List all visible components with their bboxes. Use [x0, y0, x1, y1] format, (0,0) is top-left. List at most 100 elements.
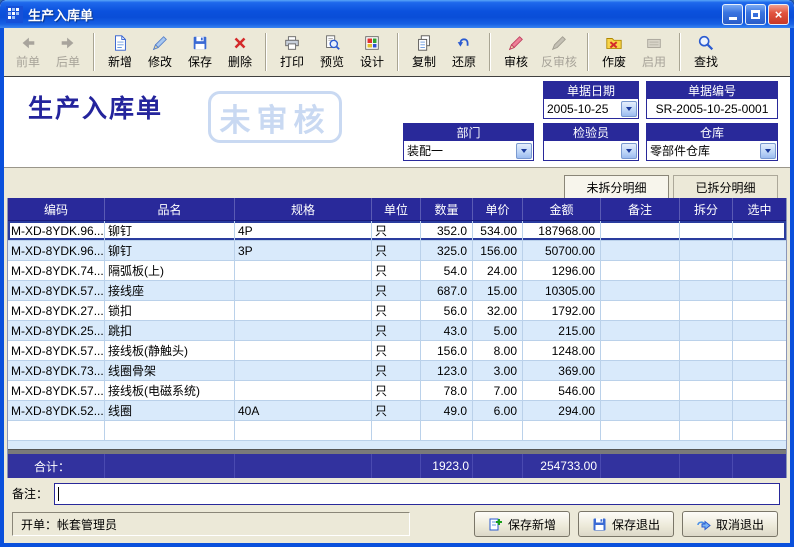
table-cell — [473, 421, 523, 440]
table-cell: 只 — [372, 321, 421, 340]
table-cell: 687.0 — [421, 281, 473, 300]
table-row[interactable]: M-XD-8YDK.74... 隔弧板(上) 只 54.0 24.00 1296.00 — [8, 261, 786, 281]
column-header-split[interactable]: 拆分 — [680, 198, 733, 220]
column-header-spec[interactable]: 规格 — [235, 198, 372, 220]
floppy-icon — [593, 518, 606, 530]
department-select[interactable]: 装配一 — [403, 141, 534, 161]
data-grid: 编码 品名 规格 单位 数量 单价 金额 备注 拆分 选中 M-XD-8YDK.… — [7, 198, 787, 478]
table-cell — [733, 341, 786, 360]
void-button[interactable]: 作废 — [594, 31, 634, 73]
save-exit-button[interactable]: 保存退出 — [578, 511, 674, 537]
table-row[interactable]: M-XD-8YDK.27... 锁扣 只 56.0 32.00 1792.00 — [8, 301, 786, 321]
doc-no-input[interactable]: SR-2005-10-25-0001 — [646, 99, 778, 119]
table-row[interactable]: M-XD-8YDK.96... 铆钉 3P 只 325.0 156.00 50700.00 — [8, 241, 786, 261]
close-icon: × — [774, 6, 783, 22]
field-date-label: 单据日期 — [543, 81, 639, 99]
delete-x-icon — [234, 37, 246, 49]
table-cell: 56.0 — [421, 301, 473, 320]
void-folder-icon — [606, 38, 622, 49]
tab-split-details[interactable]: 已拆分明细 — [673, 175, 778, 198]
table-cell — [601, 361, 680, 380]
date-select[interactable]: 2005-10-25 — [543, 99, 639, 119]
toolbar-separator — [587, 33, 590, 71]
total-cell — [733, 454, 786, 478]
column-header-note[interactable]: 备注 — [601, 198, 680, 220]
total-cell — [235, 454, 372, 478]
table-row[interactable]: M-XD-8YDK.25... 跳扣 只 43.0 5.00 215.00 — [8, 321, 786, 341]
delete-button[interactable]: 删除 — [220, 31, 260, 73]
table-row[interactable]: M-XD-8YDK.57... 接线板(静触头) 只 156.0 8.00 1248.00 — [8, 341, 786, 361]
save-button[interactable]: 保存 — [180, 31, 220, 73]
audit-button[interactable]: 审核 — [496, 31, 536, 73]
button-label: 取消退出 — [715, 517, 764, 532]
table-cell: M-XD-8YDK.27... — [8, 301, 105, 320]
chevron-down-icon[interactable] — [621, 100, 637, 117]
table-cell: 只 — [372, 261, 421, 280]
table-row[interactable]: M-XD-8YDK.57... 接线座 只 687.0 15.00 10305.00 — [8, 281, 786, 301]
field-date: 单据日期 2005-10-25 — [543, 81, 639, 119]
print-button[interactable]: 打印 — [272, 31, 312, 73]
inspector-select[interactable] — [543, 141, 639, 161]
toolbar-label: 启用 — [642, 55, 667, 69]
table-row-empty[interactable] — [8, 421, 786, 441]
creator-panel: 开单：帐套管理员 — [12, 512, 410, 536]
chevron-down-icon[interactable] — [516, 142, 532, 159]
toolbar-label: 查找 — [694, 55, 719, 69]
pencil-icon — [152, 36, 167, 51]
table-cell: 5.00 — [473, 321, 523, 340]
unaudit-button: 反审核 — [536, 31, 582, 73]
revert-button[interactable]: 还原 — [444, 31, 484, 73]
table-row[interactable]: M-XD-8YDK.52... 线圈 40A 只 49.0 6.00 294.00 — [8, 401, 786, 421]
field-inspector-label: 检验员 — [543, 123, 639, 141]
table-cell: 8.00 — [473, 341, 523, 360]
close-button[interactable]: × — [768, 3, 789, 25]
table-cell: 43.0 — [421, 321, 473, 340]
design-button[interactable]: 设计 — [352, 31, 392, 73]
table-row[interactable]: M-XD-8YDK.96... 铆钉 4P 只 352.0 534.00 187968.00 — [8, 221, 786, 241]
warehouse-select[interactable]: 零部件仓库 — [646, 141, 778, 161]
toolbar-label: 审核 — [503, 55, 528, 69]
table-cell: M-XD-8YDK.96... — [8, 241, 105, 260]
table-cell: 跳扣 — [105, 321, 235, 340]
table-row[interactable]: M-XD-8YDK.57... 接线板(电磁系统) 只 78.0 7.00 546.00 — [8, 381, 786, 401]
table-cell — [680, 261, 733, 280]
column-header-code[interactable]: 编码 — [8, 198, 105, 220]
column-header-unit[interactable]: 单位 — [372, 198, 421, 220]
table-cell: 78.0 — [421, 381, 473, 400]
table-cell: 1296.00 — [523, 261, 601, 280]
table-row[interactable]: M-XD-8YDK.73... 线圈骨架 只 123.0 3.00 369.00 — [8, 361, 786, 381]
total-qty: 1923.0 — [421, 454, 473, 478]
undo-arrow-icon — [457, 38, 469, 47]
table-cell: 只 — [372, 221, 421, 240]
table-cell — [601, 341, 680, 360]
edit-button[interactable]: 修改 — [140, 31, 180, 73]
tab-unsplit-details[interactable]: 未拆分明细 — [564, 175, 669, 198]
table-cell: 215.00 — [523, 321, 601, 340]
table-cell — [421, 421, 473, 440]
column-header-qty[interactable]: 数量 — [421, 198, 473, 220]
find-button[interactable]: 查找 — [686, 31, 726, 73]
remark-input[interactable] — [54, 482, 780, 505]
chevron-down-icon[interactable] — [760, 142, 776, 159]
text-caret — [58, 486, 60, 501]
chevron-down-icon[interactable] — [621, 142, 637, 159]
table-cell — [235, 341, 372, 360]
column-header-price[interactable]: 单价 — [473, 198, 523, 220]
column-header-amount[interactable]: 金额 — [523, 198, 601, 220]
cancel-exit-button[interactable]: 取消退出 — [682, 511, 778, 537]
table-cell: 50700.00 — [523, 241, 601, 260]
column-header-name[interactable]: 品名 — [105, 198, 235, 220]
table-cell — [235, 381, 372, 400]
column-header-selected[interactable]: 选中 — [747, 202, 772, 217]
preview-button[interactable]: 预览 — [312, 31, 352, 73]
new-button[interactable]: 新增 — [100, 31, 140, 73]
form-title: 生产入库单 — [28, 95, 164, 123]
save-new-button[interactable]: 保存新增 — [474, 511, 570, 537]
copy-button[interactable]: 复制 — [404, 31, 444, 73]
maximize-button[interactable] — [745, 3, 766, 25]
table-cell: M-XD-8YDK.57... — [8, 341, 105, 360]
arrow-right-icon — [61, 37, 74, 49]
minimize-button[interactable] — [722, 3, 743, 25]
toolbar-label: 预览 — [319, 55, 344, 69]
table-cell — [733, 241, 786, 260]
